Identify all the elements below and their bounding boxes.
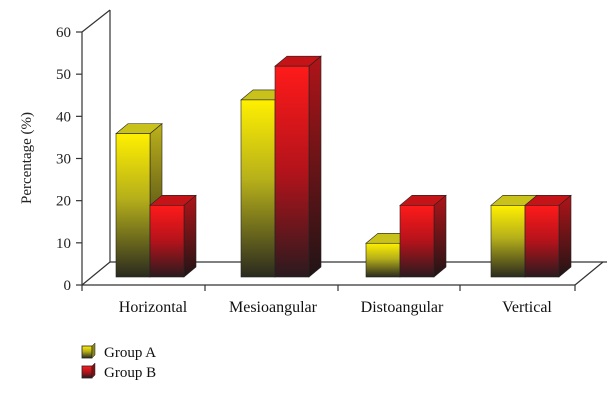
y-tick-label: 20 bbox=[56, 194, 71, 210]
y-tick-label: 40 bbox=[56, 109, 71, 125]
bar-group-b-horizontal bbox=[149, 194, 197, 278]
y-tick-label: 30 bbox=[56, 152, 71, 168]
x-tick-label: Distoangular bbox=[361, 299, 444, 316]
legend-item-group-a: Group A bbox=[81, 342, 156, 361]
bars-group bbox=[115, 55, 572, 278]
legend-item-group-b: Group B bbox=[81, 362, 156, 381]
legend: Group A Group B bbox=[81, 342, 156, 381]
bar-group-b-vertical bbox=[524, 194, 572, 278]
y-tick-label: 50 bbox=[56, 67, 71, 83]
y-tick-label: 60 bbox=[56, 25, 71, 41]
y-axis: 0 10 20 30 40 50 60 bbox=[56, 25, 82, 294]
y-tick-label: 10 bbox=[56, 236, 71, 252]
bar-group-b-distoangular bbox=[399, 194, 447, 278]
x-tick-label: Mesioangular bbox=[229, 299, 318, 316]
x-tick-label: Vertical bbox=[502, 299, 552, 316]
legend-label: Group A bbox=[104, 345, 156, 361]
legend-swatch bbox=[81, 345, 93, 359]
x-tick-label: Horizontal bbox=[119, 299, 188, 316]
y-axis-title: Percentage (%) bbox=[19, 112, 35, 204]
legend-label: Group B bbox=[104, 365, 156, 381]
y-tick-label: 0 bbox=[64, 278, 72, 294]
legend-swatch bbox=[81, 365, 93, 379]
x-axis: Horizontal Mesioangular Distoangular Vertic… bbox=[81, 285, 576, 316]
bar-group-b-mesioangular bbox=[274, 55, 322, 278]
